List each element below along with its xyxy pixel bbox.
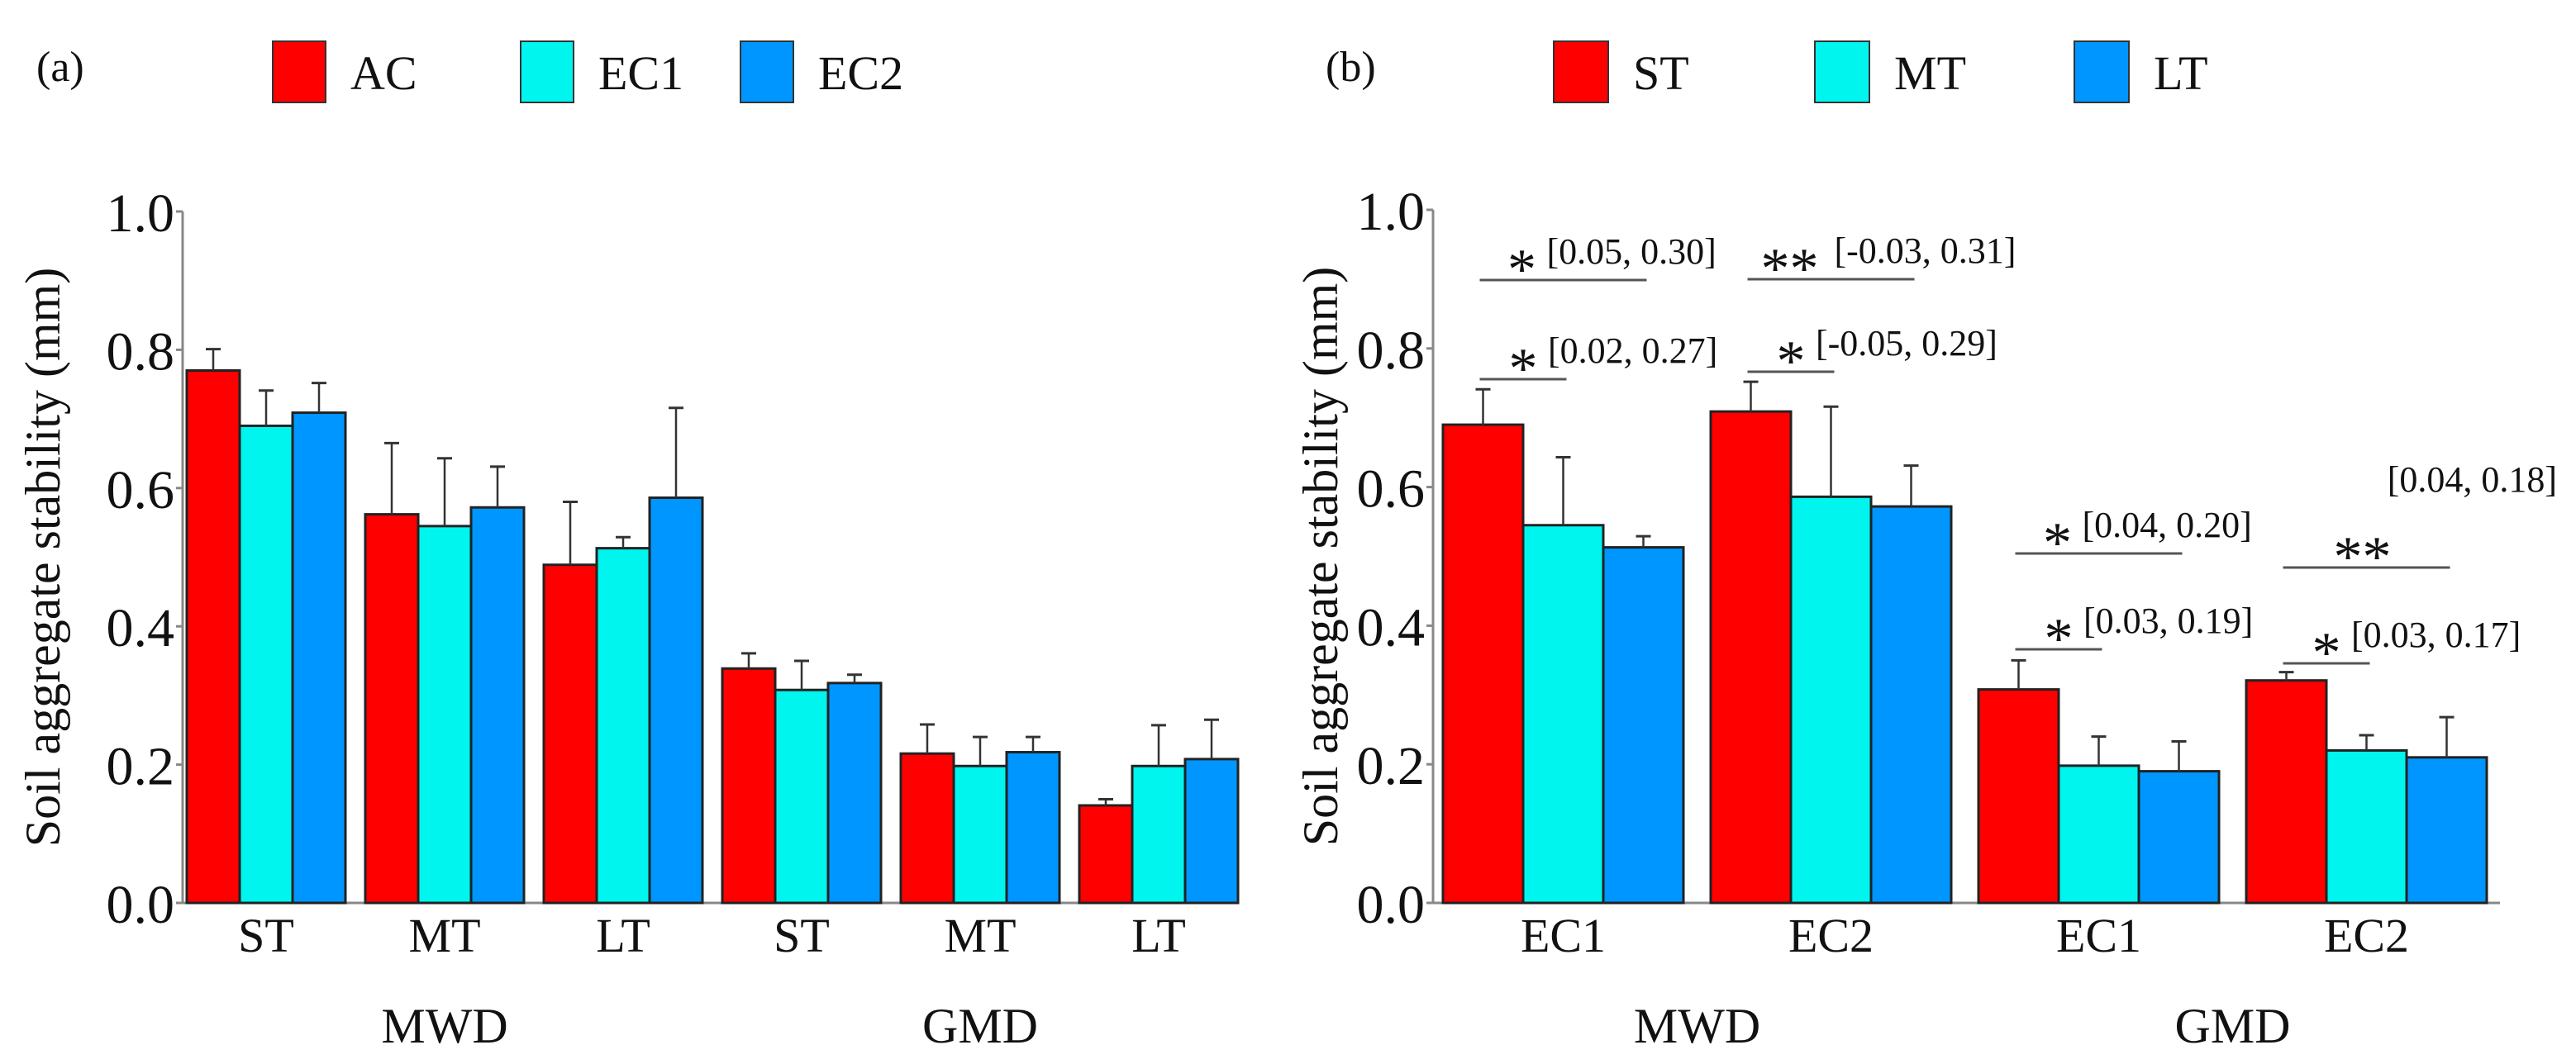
y-tick-label: 0.8 xyxy=(1357,321,1426,381)
bar-ec2 xyxy=(1183,758,1240,905)
bar-lt xyxy=(2137,770,2221,905)
confidence-interval-label: [0.03, 0.17] xyxy=(2351,615,2521,655)
y-tick-label: 0.4 xyxy=(1357,597,1426,658)
confidence-interval-label: [-0.05, 0.29] xyxy=(1816,323,1997,363)
bar-ec1 xyxy=(952,764,1008,905)
legend-label-ec2: EC2 xyxy=(818,46,903,100)
legend-swatch-ac xyxy=(272,40,326,103)
x-tick-label: ST xyxy=(774,909,830,962)
bar-ec2 xyxy=(469,506,526,905)
bar-lt xyxy=(2405,756,2488,905)
x-group-label: MWD xyxy=(381,999,507,1053)
bar-ac xyxy=(364,513,420,905)
legend-swatch-lt xyxy=(2074,40,2130,103)
y-tick-label: 0.6 xyxy=(1357,459,1426,520)
confidence-interval-label: [0.04, 0.20] xyxy=(2083,505,2252,545)
significance-stars: * xyxy=(1507,238,1536,302)
legend-label-ec1: EC1 xyxy=(598,46,683,100)
significance-stars: * xyxy=(2045,607,2074,671)
bar-ec2 xyxy=(826,682,883,905)
bar-ec1 xyxy=(238,424,294,905)
significance-stars: * xyxy=(1509,337,1538,401)
y-tick-label: 1.0 xyxy=(1357,182,1426,242)
y-tick-label: 0.0 xyxy=(107,875,175,935)
bar-mt xyxy=(2325,748,2408,905)
legend-label-mt: MT xyxy=(1894,46,1966,100)
bar-ec2 xyxy=(291,411,347,905)
y-tick-label: 0.2 xyxy=(1357,736,1426,796)
significance-stars: ** xyxy=(1761,237,1819,301)
legend-swatch-st xyxy=(1553,40,1609,103)
x-tick-label: ST xyxy=(238,909,294,962)
confidence-interval-label: [0.05, 0.30] xyxy=(1547,231,1717,272)
y-axis-title: Soil aggregate stability (mm) xyxy=(16,268,70,848)
legend-label-lt: LT xyxy=(2154,46,2208,100)
bar-st xyxy=(1977,688,2060,905)
x-tick-label: EC1 xyxy=(2056,909,2141,962)
bar-ac xyxy=(542,563,598,905)
confidence-interval-label: [-0.03, 0.31] xyxy=(1835,230,2017,271)
bar-ec1 xyxy=(417,525,473,905)
bar-ec1 xyxy=(595,547,651,905)
panel-a-chart: (a) AC EC1 EC2 0.0 0.2 0.4 0.6 0.8 1.0 Soil aggreg… xyxy=(16,40,1240,1053)
confidence-interval-label: [0.03, 0.19] xyxy=(2083,601,2253,641)
significance-stars: * xyxy=(1777,330,1806,393)
y-tick-label: 0.0 xyxy=(1357,875,1426,935)
bar-lt xyxy=(1869,505,1953,905)
panel-label: (b) xyxy=(1326,44,1376,91)
x-tick-label: MT xyxy=(409,909,481,962)
x-tick-label: LT xyxy=(596,909,650,962)
confidence-interval-label: [0.02, 0.27] xyxy=(1548,330,1717,371)
bar-mt xyxy=(1789,495,1873,905)
bar-st xyxy=(1709,410,1793,905)
significance-stars: * xyxy=(2312,621,2341,685)
bar-ec2 xyxy=(648,496,704,905)
x-group-label: GMD xyxy=(922,999,1038,1053)
bar-ac xyxy=(721,667,777,905)
x-tick-label: MT xyxy=(945,909,1017,962)
bar-ec1 xyxy=(1131,764,1187,905)
x-tick-label: EC2 xyxy=(1788,909,1874,962)
panel-label: (a) xyxy=(36,44,84,91)
y-tick-label: 0.6 xyxy=(107,460,175,520)
y-tick-label: 1.0 xyxy=(107,183,175,244)
bar-ec2 xyxy=(1005,751,1061,905)
x-group-label: MWD xyxy=(1634,999,1760,1053)
confidence-interval-label: [0.04, 0.18] xyxy=(2388,459,2557,500)
legend-swatch-ec2 xyxy=(740,40,794,103)
significance-stars: ** xyxy=(2334,525,2392,589)
bar-ac xyxy=(899,752,955,905)
x-tick-label: EC2 xyxy=(2324,909,2409,962)
y-tick-label: 0.4 xyxy=(107,598,175,658)
x-tick-label: LT xyxy=(1131,909,1186,962)
bar-lt xyxy=(1602,546,1685,905)
bar-ac xyxy=(185,369,241,905)
bar-ac xyxy=(1078,804,1134,905)
legend-label-ac: AC xyxy=(350,46,417,100)
bar-st xyxy=(2245,679,2328,905)
bar-mt xyxy=(2057,764,2140,905)
y-tick-label: 0.2 xyxy=(107,737,175,797)
y-axis-title: Soil aggregate stability (mm) xyxy=(1293,267,1348,847)
legend-swatch-mt xyxy=(1814,40,1870,103)
y-tick-label: 0.8 xyxy=(107,321,175,382)
bar-st xyxy=(1441,423,1525,905)
bar-ec1 xyxy=(774,688,830,905)
bar-mt xyxy=(1521,524,1605,905)
legend-label-st: ST xyxy=(1633,46,1689,100)
legend-swatch-ec1 xyxy=(520,40,574,103)
x-group-label: GMD xyxy=(2174,999,2290,1053)
significance-stars: * xyxy=(2043,511,2072,575)
x-tick-label: EC1 xyxy=(1521,909,1606,962)
